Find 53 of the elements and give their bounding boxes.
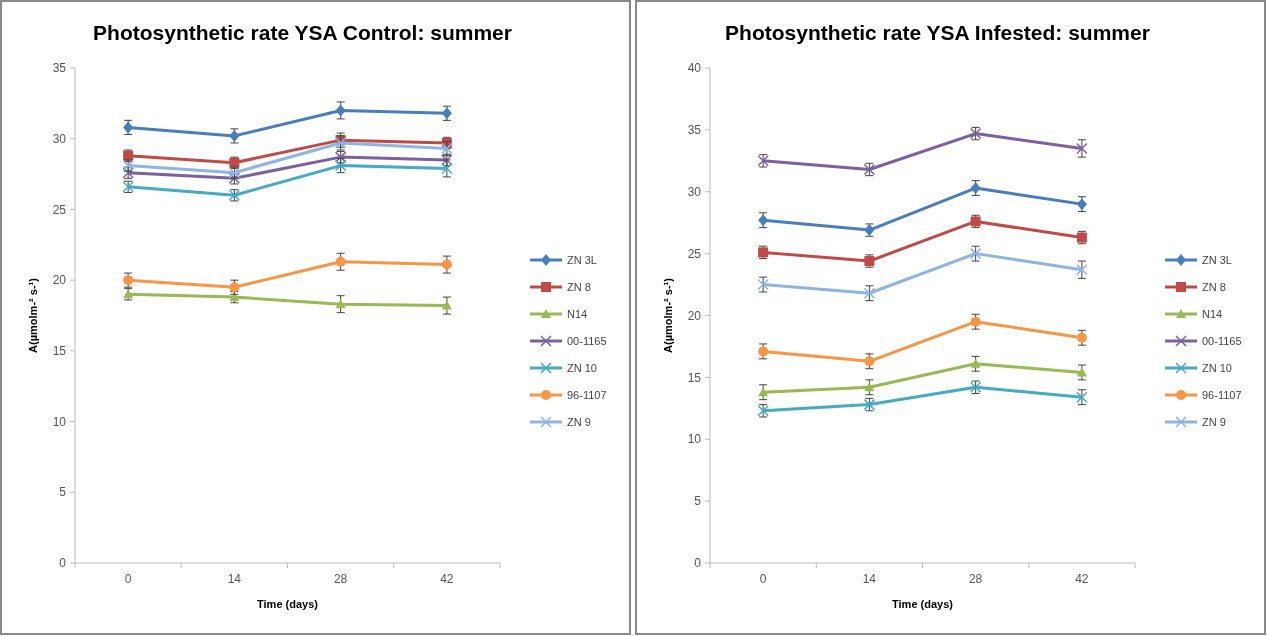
legend-label: ZN 9 xyxy=(1202,415,1226,428)
y-tick-label: 35 xyxy=(52,61,67,76)
y-tick-label: 15 xyxy=(52,344,67,359)
legend-label: ZN 10 xyxy=(1202,361,1232,374)
y-tick-label: 25 xyxy=(52,202,67,217)
chart-title: Photosynthetic rate YSA Control: summer xyxy=(93,21,512,44)
legend-label: ZN 8 xyxy=(1202,280,1226,293)
y-axis-title: A(µmolm-² s-¹) xyxy=(662,277,674,353)
point xyxy=(1076,367,1087,377)
y-tick-label: 30 xyxy=(52,131,67,146)
y-tick-label: 0 xyxy=(694,556,702,571)
x-tick-label: 28 xyxy=(968,572,983,586)
chart-title: Photosynthetic rate YSA Infested: summer xyxy=(725,21,1150,44)
y-tick-label: 20 xyxy=(687,308,702,323)
x-tick-label: 14 xyxy=(862,572,877,586)
legend-label: N14 xyxy=(1202,307,1223,320)
x-tick-label: 42 xyxy=(1075,572,1089,586)
legend-label: 00-1165 xyxy=(567,334,607,347)
y-tick-label: 0 xyxy=(59,556,67,571)
y-tick-label: 35 xyxy=(687,123,702,138)
y-tick-label: 30 xyxy=(687,184,702,199)
x-tick-label: 0 xyxy=(124,572,132,586)
point xyxy=(441,300,452,310)
x-axis-title: Time (days) xyxy=(892,598,954,610)
legend-label: 00-1165 xyxy=(1202,334,1242,347)
y-tick-label: 40 xyxy=(687,61,702,76)
y-tick-label: 10 xyxy=(687,432,702,447)
legend-label: ZN 9 xyxy=(567,415,591,428)
y-tick-label: 15 xyxy=(687,370,702,385)
legend-label: 96-1107 xyxy=(567,388,607,401)
legend-label: ZN 3L xyxy=(1202,253,1232,266)
x-tick-label: 14 xyxy=(227,572,242,586)
point xyxy=(758,387,769,397)
legend-label: 96-1107 xyxy=(1202,388,1242,401)
y-tick-label: 25 xyxy=(687,246,702,261)
x-tick-label: 42 xyxy=(440,572,454,586)
x-axis-title: Time (days) xyxy=(257,598,319,610)
y-tick-label: 5 xyxy=(694,494,702,509)
legend-label: N14 xyxy=(567,307,588,320)
legend-label: ZN 8 xyxy=(567,280,591,293)
y-tick-label: 10 xyxy=(52,414,67,429)
x-tick-label: 0 xyxy=(759,572,767,586)
y-tick-label: 20 xyxy=(52,273,67,288)
point xyxy=(970,358,981,368)
legend-label: ZN 3L xyxy=(567,253,597,266)
y-tick-label: 5 xyxy=(59,485,67,500)
point xyxy=(864,382,875,392)
point xyxy=(335,256,346,267)
x-tick-label: 28 xyxy=(333,572,348,586)
y-axis-title: A(µmolm-² s-¹) xyxy=(27,277,39,353)
legend-label: ZN 10 xyxy=(567,361,597,374)
point xyxy=(441,259,452,270)
point xyxy=(335,299,346,309)
